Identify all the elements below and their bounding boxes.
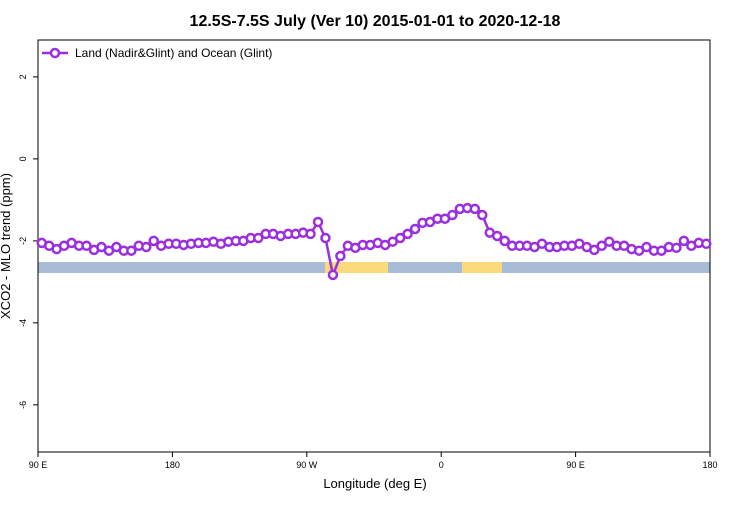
data-point xyxy=(148,235,159,247)
x-tick-label: 90 W xyxy=(296,460,318,470)
data-point xyxy=(409,223,421,235)
data-point xyxy=(603,236,615,247)
data-point xyxy=(499,235,510,247)
y-axis-label: XCO2 - MLO trend (ppm) xyxy=(0,173,13,319)
data-point xyxy=(596,240,607,252)
data-point xyxy=(402,228,413,240)
chart-title: 12.5S-7.5S July (Ver 10) 2015-01-01 to 2… xyxy=(190,13,561,30)
data-point xyxy=(589,244,600,256)
data-point xyxy=(253,232,264,244)
data-point xyxy=(141,241,152,253)
x-axis-label: Longitude (deg E) xyxy=(323,476,426,491)
data-point xyxy=(81,240,92,252)
y-tick-label: -4 xyxy=(18,319,28,327)
x-tick-label: 180 xyxy=(702,460,717,470)
data-point xyxy=(335,250,346,262)
data-point xyxy=(477,209,488,221)
data-point xyxy=(327,269,339,281)
data-point xyxy=(305,228,316,240)
data-point xyxy=(469,203,481,215)
data-point xyxy=(312,216,324,228)
land-segment xyxy=(462,262,502,273)
data-point xyxy=(126,245,137,256)
data-point xyxy=(701,238,712,249)
legend-marker xyxy=(49,47,61,59)
land-segment xyxy=(325,262,388,273)
x-tick-label: 90 E xyxy=(29,460,48,470)
data-point xyxy=(320,232,331,244)
data-point xyxy=(671,242,682,254)
y-tick-label: 0 xyxy=(18,156,28,161)
y-tick-label: 2 xyxy=(18,74,28,79)
data-point xyxy=(394,232,406,244)
y-tick-label: -6 xyxy=(18,401,28,409)
legend-label: Land (Nadir&Glint) and Ocean (Glint) xyxy=(75,46,272,60)
data-point xyxy=(447,209,458,221)
x-tick-label: 0 xyxy=(439,460,444,470)
x-tick-label: 90 E xyxy=(566,460,585,470)
data-point xyxy=(678,235,690,247)
y-tick-label: -2 xyxy=(18,237,28,245)
x-tick-label: 180 xyxy=(165,460,180,470)
data-point xyxy=(491,230,503,242)
